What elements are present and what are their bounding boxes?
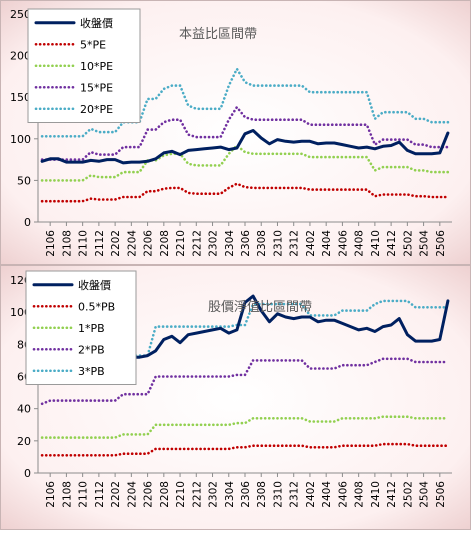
pe-legend-label-0: 收盤價 — [80, 16, 113, 30]
pe-x-tick-label: 2202 — [110, 230, 122, 257]
pe-x-tick-label: 2402 — [305, 230, 317, 257]
pb-legend-box — [25, 270, 137, 385]
pb-y-tick-label: 40 — [17, 403, 31, 416]
pe-y-tick-label: 150 — [10, 91, 31, 104]
pe-x-tick-label: 2110 — [78, 230, 90, 257]
pe-x-tick-label: 2406 — [337, 230, 349, 257]
pe-y-tick-label: 200 — [10, 50, 31, 63]
pe-series-line-1 — [40, 182, 450, 203]
pe-x-tick-label: 2412 — [386, 230, 398, 257]
pb-x-tick-label: 2404 — [321, 481, 333, 508]
pe-x-tick-label: 2108 — [61, 230, 73, 257]
pb-legend-label-3: 2*PB — [78, 343, 105, 356]
pe-legend-label-1: 5*PE — [80, 38, 106, 51]
pb-x-tick-label: 2402 — [305, 481, 317, 508]
pe-x-tick-label: 2306 — [240, 230, 252, 257]
pb-x-tick-label: 2110 — [78, 481, 90, 508]
pb-x-tick-label: 2108 — [61, 481, 73, 508]
pb-x-tick-label: 2412 — [386, 481, 398, 508]
pe-x-tick-label: 2212 — [191, 230, 203, 257]
pe-band-chart: 0 50 100 150 200 250 2106 2108 2110 2112 2202 2204 2… — [0, 0, 471, 265]
pe-x-tick-label: 2302 — [208, 230, 220, 257]
pb-y-tick-label: 0 — [24, 467, 31, 480]
pe-y-tick-label: 50 — [17, 174, 31, 187]
pe-series-line-3 — [40, 105, 450, 161]
pe-x-tick-label: 2106 — [45, 230, 57, 257]
pb-chart-title: 股價淨值比區間帶 — [208, 299, 312, 315]
pb-x-tick-label: 2202 — [110, 481, 122, 508]
pe-x-tick-label: 2408 — [354, 230, 366, 257]
pb-x-tick-label: 2302 — [208, 481, 220, 508]
pb-x-tick-label: 2208 — [159, 481, 171, 508]
pb-series-line-3 — [40, 357, 450, 406]
pb-x-tick-label: 2206 — [143, 481, 155, 508]
pb-x-tick-label: 2310 — [272, 481, 284, 508]
pb-x-tick-label: 2304 — [224, 481, 236, 508]
pb-x-tick-label: 2504 — [419, 481, 431, 508]
pe-x-tick-label: 2310 — [272, 230, 284, 257]
pe-x-tick-label: 2504 — [419, 230, 431, 257]
pb-x-tick-label: 2408 — [354, 481, 366, 508]
pb-x-tick-label: 2308 — [256, 481, 268, 508]
pe-x-tick-label: 2112 — [94, 230, 106, 257]
pb-x-tick-label: 2506 — [435, 481, 447, 508]
pe-legend-label-3: 15*PE — [80, 81, 113, 94]
pe-legend-label-4: 20*PE — [80, 103, 113, 116]
pb-legend-label-0: 收盤價 — [78, 278, 111, 292]
pb-x-tick-label: 2204 — [126, 481, 138, 508]
pe-x-tick-label: 2206 — [143, 230, 155, 257]
pb-y-tick-label: 20 — [17, 435, 31, 448]
pb-x-tick-label: 2212 — [191, 481, 203, 508]
pb-x-tick-label: 2406 — [337, 481, 349, 508]
pe-x-tick-label: 2204 — [126, 230, 138, 257]
pb-x-tick-label: 2306 — [240, 481, 252, 508]
pe-x-tick-label: 2308 — [256, 230, 268, 257]
pb-x-tick-label: 2312 — [289, 481, 301, 508]
pe-band-chart-panel: 0 50 100 150 200 250 2106 2108 2110 2112 2202 2204 2… — [0, 0, 471, 265]
pe-y-tick-label: 0 — [24, 216, 31, 229]
pb-series-line-2 — [40, 415, 450, 439]
pe-x-tick-label: 2410 — [370, 230, 382, 257]
pb-x-tick-label: 2410 — [370, 481, 382, 508]
pe-y-tick-label: 100 — [10, 133, 31, 146]
pb-legend-label-4: 3*PB — [78, 365, 105, 378]
pb-legend-label-1: 0.5*PB — [78, 300, 115, 313]
pe-legend-box — [27, 8, 141, 123]
pe-x-tick-label: 2304 — [224, 230, 236, 257]
pe-x-tick-label: 2404 — [321, 230, 333, 257]
pb-series-line-1 — [40, 442, 450, 457]
pe-x-tick-label: 2506 — [435, 230, 447, 257]
pe-x-tick-label: 2502 — [402, 230, 414, 257]
pe-x-tick-label: 2312 — [289, 230, 301, 257]
pe-x-tick-label: 2208 — [159, 230, 171, 257]
pb-x-tick-label: 2210 — [175, 481, 187, 508]
pe-series-line-0 — [40, 129, 450, 165]
pe-series-line-2 — [40, 144, 450, 182]
pe-y-tick-label: 250 — [10, 8, 31, 21]
pb-band-chart-panel: 0 20 40 60 80 100 120 2106 2108 2110 2112 2202 2204 2… — [0, 265, 471, 530]
pb-x-tick-label: 2112 — [94, 481, 106, 508]
pe-legend-label-2: 10*PE — [80, 60, 113, 73]
pb-legend-label-2: 1*PB — [78, 322, 105, 335]
pe-x-tick-label: 2210 — [175, 230, 187, 257]
pb-x-tick-label: 2106 — [45, 481, 57, 508]
pb-x-tick-label: 2502 — [402, 481, 414, 508]
pe-chart-title: 本益比區間帶 — [179, 27, 257, 42]
